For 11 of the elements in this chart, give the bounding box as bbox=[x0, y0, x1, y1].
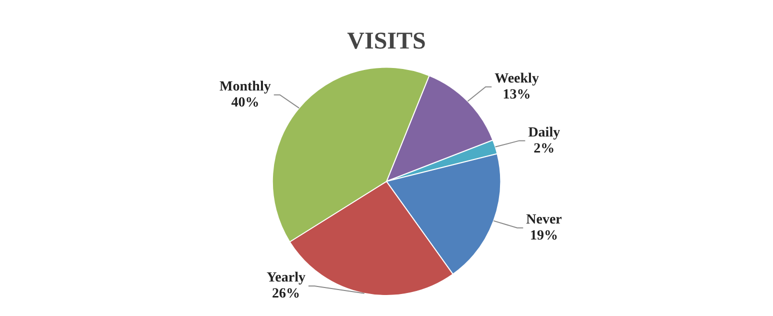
slice-label: Never bbox=[526, 212, 562, 228]
chart-title: VISITS bbox=[347, 28, 426, 55]
data-label: 26% bbox=[272, 286, 300, 302]
data-label: 13% bbox=[502, 87, 531, 102]
slice-label: Weekly bbox=[494, 71, 539, 86]
data-label: 2% bbox=[534, 141, 555, 156]
data-label: 19% bbox=[530, 228, 558, 244]
slice-label: Yearly bbox=[266, 270, 306, 286]
slice-label: Monthly bbox=[220, 79, 271, 94]
data-label: 40% bbox=[231, 95, 260, 110]
slice-label: Daily bbox=[528, 125, 560, 140]
